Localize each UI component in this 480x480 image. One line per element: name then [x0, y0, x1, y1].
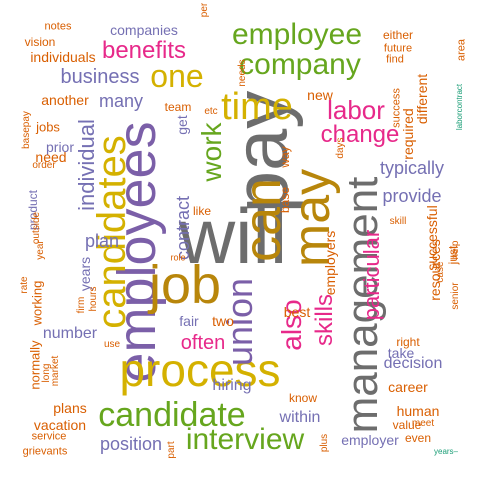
word-need: need [35, 149, 67, 165]
word-position: position [99, 434, 163, 454]
word-within: within [279, 409, 321, 426]
word-work: work [196, 122, 227, 182]
word-number: number [42, 325, 98, 342]
word-employers: employers [322, 230, 338, 296]
word-jobs: jobs [36, 119, 60, 135]
word-labor: labor [327, 95, 385, 125]
word-like: like [192, 204, 212, 218]
word-know: know [288, 391, 318, 405]
word-find: find [386, 53, 404, 66]
word-base: base [278, 186, 292, 214]
word-way: way [278, 146, 292, 168]
word-plan: plan [84, 231, 120, 251]
word-individual: individual [74, 119, 99, 211]
word-best: best [283, 304, 311, 320]
word-benefits: benefits [101, 37, 187, 64]
word-skill: skill [389, 216, 407, 227]
word-another: another [41, 92, 89, 108]
word-rate: rate [19, 276, 30, 294]
word-one: one [150, 58, 204, 94]
word-companies: companies [110, 22, 178, 38]
word-service: service [31, 430, 67, 443]
word-basepay: basepay [21, 111, 32, 149]
word-provide: provide [382, 186, 442, 206]
word-order: order [32, 160, 56, 171]
word-etc: etc [204, 106, 218, 117]
word-human: human [396, 403, 440, 419]
word-hiring: hiring [212, 377, 252, 394]
word-success: success [390, 88, 403, 128]
word-even: even [404, 431, 432, 445]
word-interview: interview [185, 423, 305, 456]
word-either: either [382, 28, 414, 42]
word-value: value [392, 418, 422, 432]
word-years: years– [433, 447, 459, 456]
word-business: business [60, 66, 140, 88]
word-laborcontract: laborcontract [455, 83, 464, 131]
word-vacation: vacation [33, 417, 87, 433]
word-right: right [396, 335, 420, 349]
word-change: change [320, 121, 400, 148]
word-company: company [239, 48, 361, 81]
word-team: team [164, 100, 192, 114]
word-prior: prior [45, 139, 75, 155]
word-help: help [450, 240, 461, 260]
word-candidate: candidate [98, 396, 246, 434]
word-often: often [180, 332, 226, 354]
word-skills: skills [311, 294, 338, 346]
word-will: will [178, 192, 288, 280]
word-particular: particular [359, 229, 384, 321]
word-career: career [388, 379, 428, 395]
word-take: take [387, 345, 415, 361]
word-employee: employee [231, 18, 363, 51]
word-year: year [35, 240, 46, 260]
word-different: different [414, 73, 430, 125]
word-hours: hours [88, 286, 99, 312]
word-per: per [199, 2, 210, 18]
word-senior: senior [450, 282, 461, 310]
word-use: use [103, 339, 121, 350]
word-market: market [50, 355, 61, 387]
word-working: working [29, 280, 45, 326]
word-normally: normally [27, 340, 43, 390]
word-employer: employer [341, 432, 399, 448]
word-notes: notes [44, 20, 72, 33]
word-part: part [166, 441, 177, 459]
word-get: get [174, 115, 190, 135]
word-plans: plans [53, 400, 87, 416]
word-decision: decision [383, 355, 443, 372]
word-job: job [148, 255, 222, 315]
word-role: role [170, 252, 186, 263]
word-two: two [212, 313, 234, 329]
word-time: time [221, 86, 293, 128]
word-fair: fair [179, 313, 199, 329]
word-plus: plus [319, 433, 330, 453]
word-vision: vision [24, 35, 56, 49]
word-many: many [98, 91, 144, 111]
word-needs: needs [237, 59, 248, 87]
word-meet: meet [411, 418, 435, 429]
word-individuals: individuals [30, 49, 96, 65]
word-grievants: grievants [22, 445, 68, 458]
word-firm: firm [76, 296, 87, 314]
word-days: days [335, 137, 346, 159]
word-new: new [307, 87, 333, 103]
word-process: process [119, 344, 281, 396]
word-area: area [455, 38, 468, 62]
word-case: case [435, 261, 446, 283]
word-contract: contract [173, 195, 193, 261]
word-future: future [383, 42, 413, 55]
word-typically: typically [379, 158, 445, 178]
word-required: required [400, 108, 416, 160]
